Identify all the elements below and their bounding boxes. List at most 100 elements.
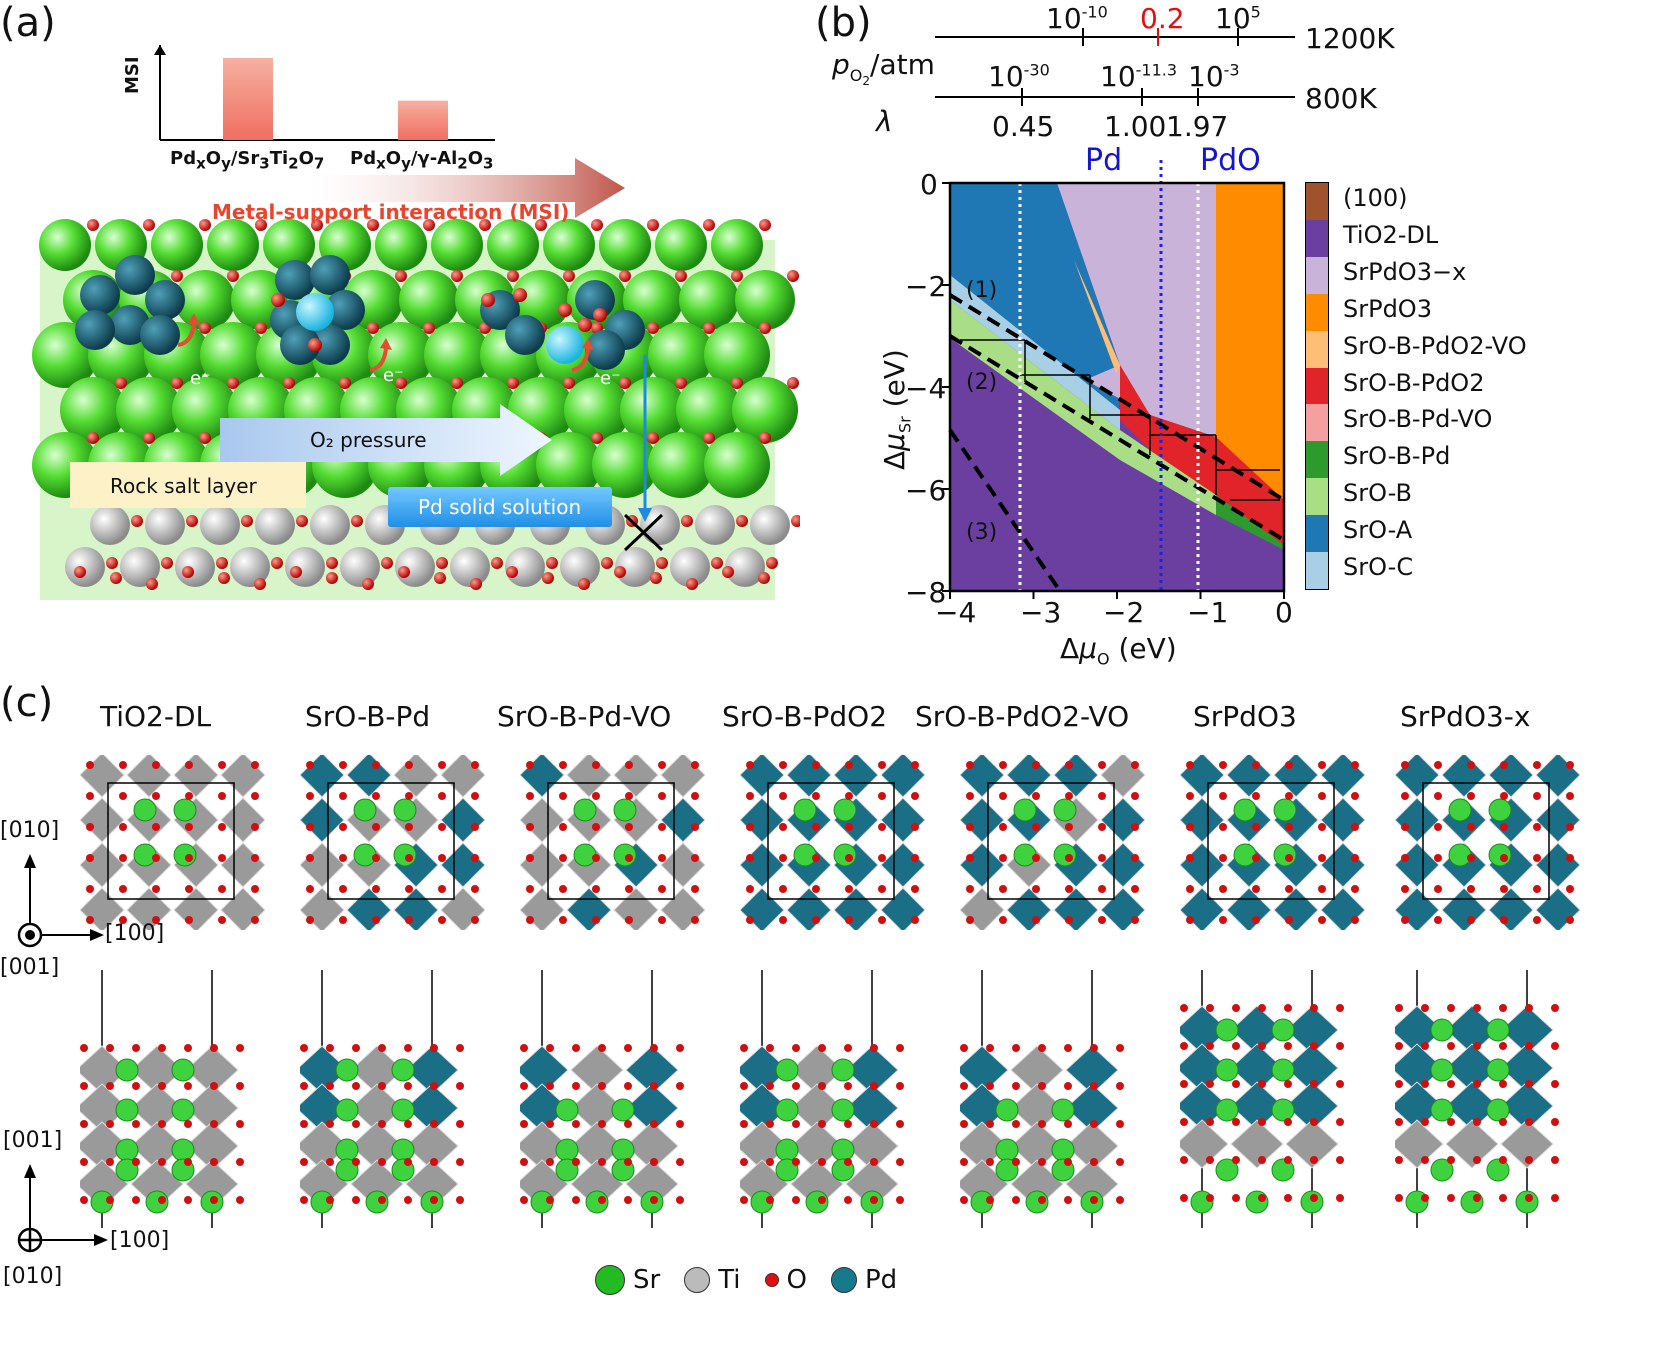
structure-title: SrO-B-Pd-VO — [497, 700, 672, 733]
legend-label: SrPdO3 — [1343, 294, 1432, 323]
structure-top-view — [80, 755, 265, 930]
xtick-1: −3 — [1020, 596, 1062, 629]
atom-legend: Sr Ti O Pd — [595, 1265, 897, 1301]
pressure-scales — [935, 28, 1295, 106]
atom-legend-dot — [764, 1273, 779, 1287]
structure-top-view — [300, 755, 485, 930]
atom-legend-label: Ti — [718, 1265, 741, 1295]
legend-label: SrO-B-PdO2-VO — [1343, 331, 1527, 360]
ytick-0: 0 — [920, 168, 938, 201]
axis-100-bottom: [100] — [110, 1228, 170, 1253]
region-srpdo3-x — [1057, 183, 1216, 437]
po2-label: pO2/atm — [832, 48, 935, 88]
legend-label: TiO2-DL — [1343, 220, 1439, 249]
tick-800-b: 10-11.3 — [1100, 60, 1178, 93]
structure-side-view — [960, 970, 1124, 1228]
axis-100-top: [100] — [105, 921, 165, 946]
legend-label: (100) — [1343, 184, 1408, 212]
lambda-tick-2: 1.00 — [1104, 110, 1167, 143]
structure-side-view — [300, 970, 464, 1228]
structure-side-view — [520, 970, 684, 1228]
y-axis-label: ΔμSr (eV) — [878, 349, 915, 470]
atom-legend-label: O — [786, 1265, 807, 1295]
panel-a-label: (a) — [0, 0, 56, 46]
lambda-tick-1: 0.45 — [992, 110, 1055, 143]
structure-title: SrO-B-PdO2 — [722, 700, 888, 733]
panel-b-label: (b) — [815, 0, 872, 46]
lambda-tick-3: 1.97 — [1166, 110, 1229, 143]
o2-pressure-label: O₂ pressure — [310, 428, 427, 452]
ytick-3: −6 — [905, 474, 947, 507]
legend-swatch — [1306, 441, 1328, 479]
xtick-4: 0 — [1275, 596, 1293, 629]
legend-swatch — [1306, 515, 1328, 553]
legend-label: SrO-B-Pd — [1343, 442, 1451, 471]
msi-bar-al2o3 — [398, 100, 448, 140]
atom-legend-item: Ti — [684, 1265, 741, 1295]
region-srpdo3 — [1216, 183, 1284, 540]
region-sro-a — [950, 183, 1120, 410]
atom-legend-dot — [684, 1267, 711, 1293]
structure-top-view — [740, 755, 925, 930]
legend-label: SrO-C — [1343, 553, 1414, 582]
structure-title: SrO-B-PdO2-VO — [915, 700, 1130, 733]
ytick-2: −4 — [905, 372, 947, 405]
ytick-1: −2 — [905, 270, 947, 303]
structure-top-view — [1180, 755, 1365, 930]
atom-legend-item: Pd — [830, 1265, 898, 1295]
region-label-1: (1) — [966, 278, 998, 303]
atom-legend-item: Sr — [595, 1265, 660, 1295]
electron-label-3: e⁻ — [600, 368, 621, 389]
pdo-region-label: PdO — [1200, 143, 1261, 178]
structure-side-view — [1395, 970, 1559, 1228]
tick-1200-a: 10-10 — [1046, 2, 1108, 35]
axes-indicator-top — [17, 854, 104, 948]
structure-side-view — [740, 970, 904, 1228]
axis-010-bottom: [010] — [3, 1264, 63, 1289]
ytick-4: −8 — [905, 576, 947, 609]
x-axis-label: ΔμO (eV) — [1060, 632, 1177, 669]
structure-top-view — [1395, 755, 1580, 930]
label-1200k: 1200K — [1305, 22, 1395, 55]
atom-legend-dot — [830, 1267, 857, 1293]
xtick-3: −1 — [1187, 596, 1229, 629]
legend-swatch — [1306, 219, 1328, 257]
legend-swatch — [1306, 330, 1328, 368]
msi-bar-sr3ti2o7 — [223, 58, 273, 140]
structure-title: SrPdO3 — [1193, 700, 1297, 733]
legend-swatch — [1306, 256, 1328, 294]
region-label-2: (2) — [966, 370, 998, 395]
msi-arrow-label: Metal-support interaction (MSI) — [212, 200, 570, 224]
atom-legend-label: Sr — [633, 1265, 661, 1295]
label-800k: 800K — [1305, 82, 1377, 115]
atom-legend-label: Pd — [864, 1265, 898, 1295]
structure-top-view — [960, 755, 1145, 930]
legend-swatch — [1306, 183, 1328, 220]
atom-legend-dot — [595, 1265, 625, 1295]
legend-swatch — [1306, 552, 1328, 589]
region-sro-b-pdo2-vo — [1074, 260, 1120, 373]
panel-a-illustration — [32, 158, 800, 600]
structure-title: TiO2-DL — [100, 700, 212, 733]
legend-swatch — [1306, 367, 1328, 405]
structure-title: SrPdO3-x — [1400, 700, 1531, 733]
structure-side-view — [80, 970, 244, 1228]
atom-legend-item: O — [764, 1265, 807, 1295]
xtick-0: −4 — [935, 596, 977, 629]
legend-label: SrO-B-PdO2 — [1343, 368, 1485, 397]
tick-800-c: 10-3 — [1188, 60, 1240, 93]
bar-label-al2o3: PdxOy/γ-Al2O3 — [350, 148, 494, 173]
tick-1200-c: 105 — [1215, 2, 1261, 35]
legend-label: SrO-B-Pd-VO — [1343, 405, 1493, 434]
legend-swatch — [1306, 404, 1328, 442]
electron-label-1: e⁻ — [190, 368, 211, 389]
xtick-2: −2 — [1103, 596, 1145, 629]
region-sro-c — [950, 275, 1120, 430]
region-label-3: (3) — [966, 520, 998, 545]
legend-label: SrO-B — [1343, 479, 1412, 508]
region-sro-b-pdo2 — [1120, 330, 1284, 545]
structure-top-view — [520, 755, 705, 930]
msi-axis-label: MSI — [122, 56, 143, 94]
legend-label: SrO-A — [1343, 516, 1413, 545]
phase-diagram — [942, 160, 1286, 599]
